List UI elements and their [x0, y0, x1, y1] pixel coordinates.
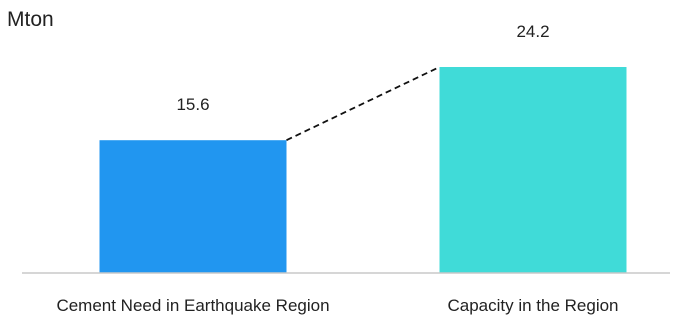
- category-label-1: Cement Need in Earthquake Region: [56, 296, 329, 315]
- y-axis-unit-label: Mton: [7, 8, 54, 31]
- category-labels-group: Cement Need in Earthquake Region Capacity…: [56, 296, 618, 315]
- value-label-1: 15.6: [176, 95, 209, 114]
- bar-2: [439, 67, 627, 273]
- value-label-2: 24.2: [516, 22, 549, 41]
- bar-1: [99, 140, 287, 273]
- connector-group: [286, 66, 440, 142]
- category-label-2: Capacity in the Region: [447, 296, 618, 315]
- value-labels-group: 15.6 24.2: [176, 22, 549, 114]
- dashed-connector-line: [286, 66, 440, 142]
- bars-group: [99, 67, 627, 273]
